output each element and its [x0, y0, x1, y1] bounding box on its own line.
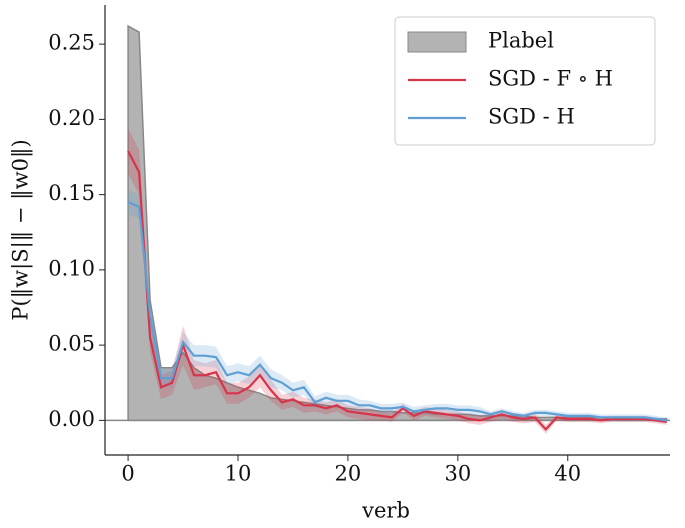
y-tick-label: 0.20	[48, 106, 95, 130]
legend-swatch	[407, 31, 467, 53]
x-tick-label: 0	[121, 462, 134, 486]
y-axis-label: P(‖w|S|‖ − ‖w0‖)	[9, 139, 34, 320]
x-tick-label: 10	[225, 462, 252, 486]
x-tick-label: 40	[554, 462, 581, 486]
x-tick-label: 30	[444, 462, 471, 486]
y-tick-label: 0.05	[48, 332, 95, 356]
series-line	[127, 201, 667, 422]
y-tick-label: 0.25	[48, 31, 95, 55]
legend-label: SGD - F ∘ H	[488, 67, 613, 91]
x-axis-label: verb	[361, 499, 410, 523]
y-tick-label: 0.00	[48, 407, 95, 431]
legend-label: Plabel	[488, 29, 554, 53]
x-tick-label: 20	[335, 462, 362, 486]
y-tick-label: 0.10	[48, 256, 95, 280]
legend-label: SGD - H	[488, 105, 575, 129]
y-tick-label: 0.15	[48, 181, 95, 205]
series-line	[127, 150, 667, 432]
